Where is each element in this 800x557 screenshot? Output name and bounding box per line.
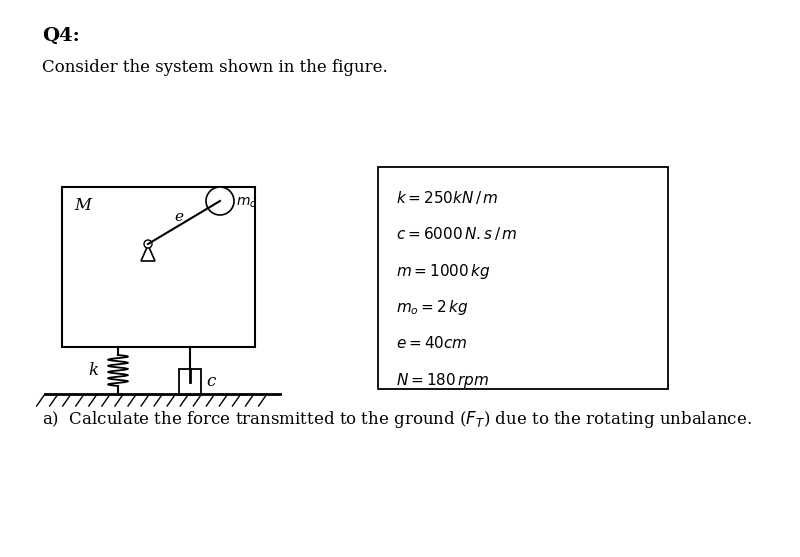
Text: $m_o = 2\,kg$: $m_o = 2\,kg$: [396, 298, 469, 317]
Circle shape: [144, 240, 152, 248]
Text: Consider the system shown in the figure.: Consider the system shown in the figure.: [42, 59, 388, 76]
Text: $m = 1000\,kg$: $m = 1000\,kg$: [396, 262, 490, 281]
Bar: [62, 187, 255, 347]
Text: $m_o$: $m_o$: [236, 196, 257, 210]
Bar: [378, 167, 668, 389]
Text: M: M: [74, 197, 91, 214]
Bar: [179, 369, 201, 395]
Text: $k = 250kN\,/\,m$: $k = 250kN\,/\,m$: [396, 189, 499, 206]
Text: $N = 180\,rpm$: $N = 180\,rpm$: [396, 371, 490, 390]
Text: e: e: [174, 210, 183, 224]
Text: a)  Calculate the force transmitted to the ground ($F_T$) due to the rotating un: a) Calculate the force transmitted to th…: [42, 409, 752, 430]
Polygon shape: [141, 245, 155, 261]
Text: Q4:: Q4:: [42, 27, 80, 45]
Circle shape: [206, 187, 234, 215]
Text: $e = 40cm$: $e = 40cm$: [396, 335, 468, 350]
Text: c: c: [206, 374, 215, 390]
Text: $c = 6000\,N.s\,/\,m$: $c = 6000\,N.s\,/\,m$: [396, 226, 518, 242]
Text: k: k: [88, 362, 98, 379]
